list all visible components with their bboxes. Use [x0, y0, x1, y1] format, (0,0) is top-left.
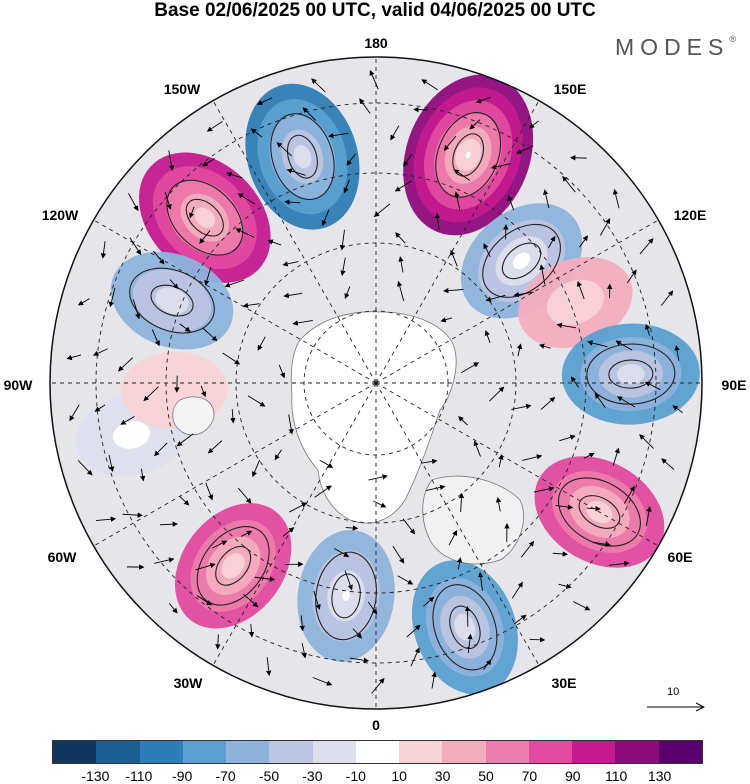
longitude-label: 90E [722, 377, 747, 393]
colorbar-swatch [486, 741, 529, 763]
reference-vector: 10 [647, 686, 705, 716]
colorbar-swatch [615, 741, 658, 763]
longitude-label: 150E [554, 81, 587, 97]
wind-arrow [530, 639, 545, 640]
colorbar-swatch [356, 741, 399, 763]
colorbar-swatch [96, 741, 139, 763]
colorbar-swatch [183, 741, 226, 763]
colorbar-swatch [226, 741, 269, 763]
longitude-label: 30W [174, 675, 203, 691]
longitude-label: 150W [164, 81, 201, 97]
colorbar-tick-label: -50 [259, 768, 279, 784]
longitude-label: 60W [48, 549, 77, 565]
colorbar-swatch [399, 741, 442, 763]
colorbar-tick-label: -30 [302, 768, 322, 784]
longitude-label: 0 [372, 717, 380, 733]
colorbar-tick-label: -70 [215, 768, 235, 784]
colorbar-swatch [442, 741, 485, 763]
colorbar-tick-label: -10 [346, 768, 366, 784]
colorbar-tick-label: -130 [81, 768, 109, 784]
colorbar-swatch [140, 741, 183, 763]
colorbar-tick-label: -90 [172, 768, 192, 784]
colorbar-swatch [313, 741, 356, 763]
longitude-label: 120W [42, 207, 79, 223]
colorbar-swatch [269, 741, 312, 763]
colorbar-tick-label: 130 [648, 768, 671, 784]
colorbar-ticks: -130 -110 -90 -70 -50 -30 -10 10 30 50 70 90 110 130 [0, 768, 750, 784]
colorbar-tick-label: 10 [391, 768, 407, 784]
colorbar-swatch [529, 741, 572, 763]
colorbar-tick-label: 50 [478, 768, 494, 784]
longitude-label: 120E [674, 207, 707, 223]
colorbar-tick-label: -110 [125, 768, 152, 784]
colorbar-swatch [572, 741, 615, 763]
longitude-label: 90W [4, 377, 33, 393]
colorbar-tick-label: 70 [522, 768, 538, 784]
longitude-label: 60E [668, 549, 693, 565]
colorbar [52, 740, 703, 764]
colorbar-tick-label: 30 [435, 768, 451, 784]
colorbar-swatch [659, 741, 702, 763]
colorbar-swatch [53, 741, 96, 763]
longitude-label: 30E [552, 675, 577, 691]
longitude-label: 180 [364, 35, 387, 51]
colorbar-tick-label: 110 [605, 768, 627, 784]
colorbar-tick-label: 90 [565, 768, 581, 784]
